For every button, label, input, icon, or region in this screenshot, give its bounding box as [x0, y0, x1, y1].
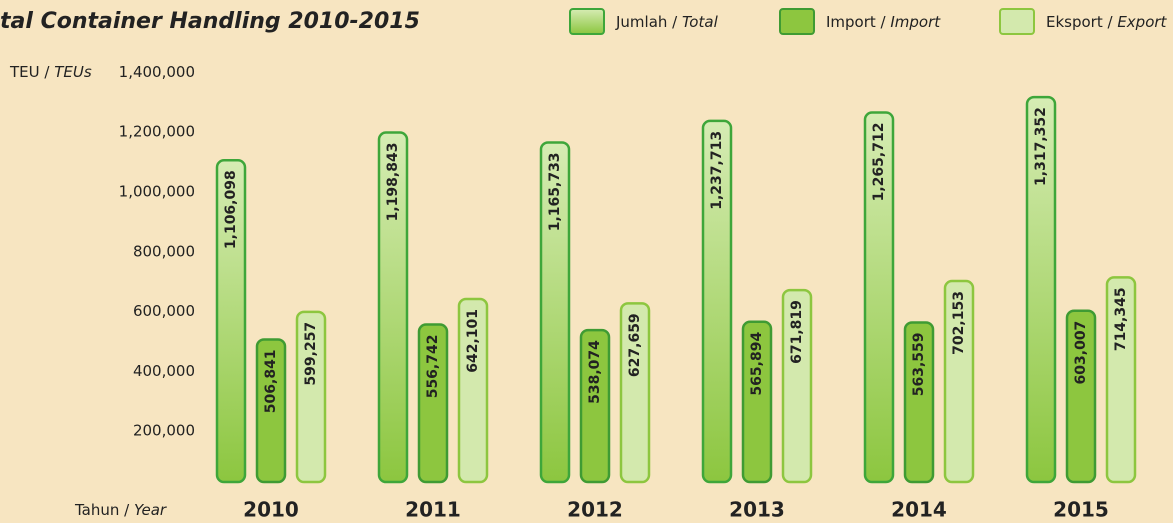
bar: [781, 288, 813, 484]
value-label: 1,165,733: [547, 152, 563, 231]
x-tick-label: 2014: [891, 498, 947, 522]
y-tick-label: 600,000: [133, 302, 195, 320]
value-label: 556,742: [425, 335, 441, 399]
value-label: 599,257: [303, 322, 319, 386]
value-label: 1,237,713: [709, 131, 725, 210]
x-tick-label: 2013: [729, 498, 785, 522]
value-label: 565,894: [749, 332, 765, 396]
value-label: 563,559: [911, 332, 927, 396]
value-label: 1,106,098: [223, 170, 239, 249]
value-label: 1,198,843: [385, 143, 401, 222]
legend-swatch: [569, 8, 605, 35]
x-tick-label: 2012: [567, 498, 623, 522]
legend-swatch: [999, 8, 1035, 35]
bar: [1065, 309, 1097, 484]
x-tick-label: 2010: [243, 498, 299, 522]
value-label: 506,841: [263, 349, 279, 413]
chart-title: tal Container Handling 2010-2015: [0, 9, 420, 34]
bar: [255, 338, 287, 484]
value-label: 714,345: [1113, 287, 1129, 351]
y-tick-label: 800,000: [133, 242, 195, 260]
value-label: 603,007: [1073, 321, 1089, 385]
value-label: 1,317,352: [1033, 107, 1049, 186]
bar: [539, 141, 571, 484]
bar: [619, 302, 651, 484]
value-label: 627,659: [627, 313, 643, 377]
value-label: 671,819: [789, 300, 805, 364]
bar: [943, 279, 975, 484]
value-label: 1,265,712: [871, 123, 887, 202]
value-label: 538,074: [587, 340, 603, 404]
y-tick-label: 200,000: [133, 422, 195, 440]
bar: [457, 297, 489, 484]
x-tick-label: 2011: [405, 498, 461, 522]
value-label: 642,101: [465, 309, 481, 373]
bar: [1025, 95, 1057, 484]
bar: [1105, 276, 1137, 484]
y-tick-label: 1,200,000: [119, 123, 195, 141]
x-axis-label: Tahun / Year: [74, 501, 167, 519]
legend-swatch: [779, 8, 815, 35]
y-tick-label: 400,000: [133, 362, 195, 380]
legend-label: Eksport / Export: [1046, 13, 1168, 31]
y-axis-label: TEU / TEUs: [9, 63, 92, 81]
bar: [417, 323, 449, 484]
x-tick-label: 2015: [1053, 498, 1109, 522]
legend-label: Jumlah / Total: [615, 13, 719, 31]
bar: [377, 131, 409, 484]
bar: [215, 159, 247, 484]
bar: [903, 321, 935, 484]
bar: [701, 119, 733, 484]
y-tick-label: 1,000,000: [119, 183, 195, 201]
value-label: 702,153: [951, 291, 967, 355]
bar: [741, 320, 773, 484]
y-tick-label: 1,400,000: [119, 63, 195, 81]
bar: [863, 111, 895, 484]
legend-label: Import / Import: [826, 13, 941, 31]
bar: [579, 328, 611, 484]
bar: [295, 310, 327, 484]
